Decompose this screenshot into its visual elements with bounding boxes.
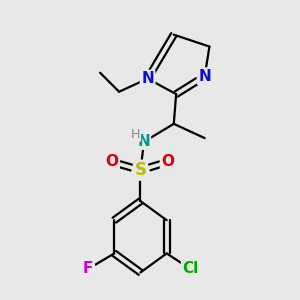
Text: S: S bbox=[134, 161, 146, 179]
Text: N: N bbox=[141, 71, 154, 86]
Text: F: F bbox=[83, 261, 93, 276]
Text: H: H bbox=[131, 128, 140, 141]
Text: O: O bbox=[161, 154, 174, 169]
Text: Cl: Cl bbox=[182, 261, 199, 276]
Text: O: O bbox=[106, 154, 118, 169]
Text: N: N bbox=[198, 69, 211, 84]
Text: N: N bbox=[138, 134, 150, 149]
